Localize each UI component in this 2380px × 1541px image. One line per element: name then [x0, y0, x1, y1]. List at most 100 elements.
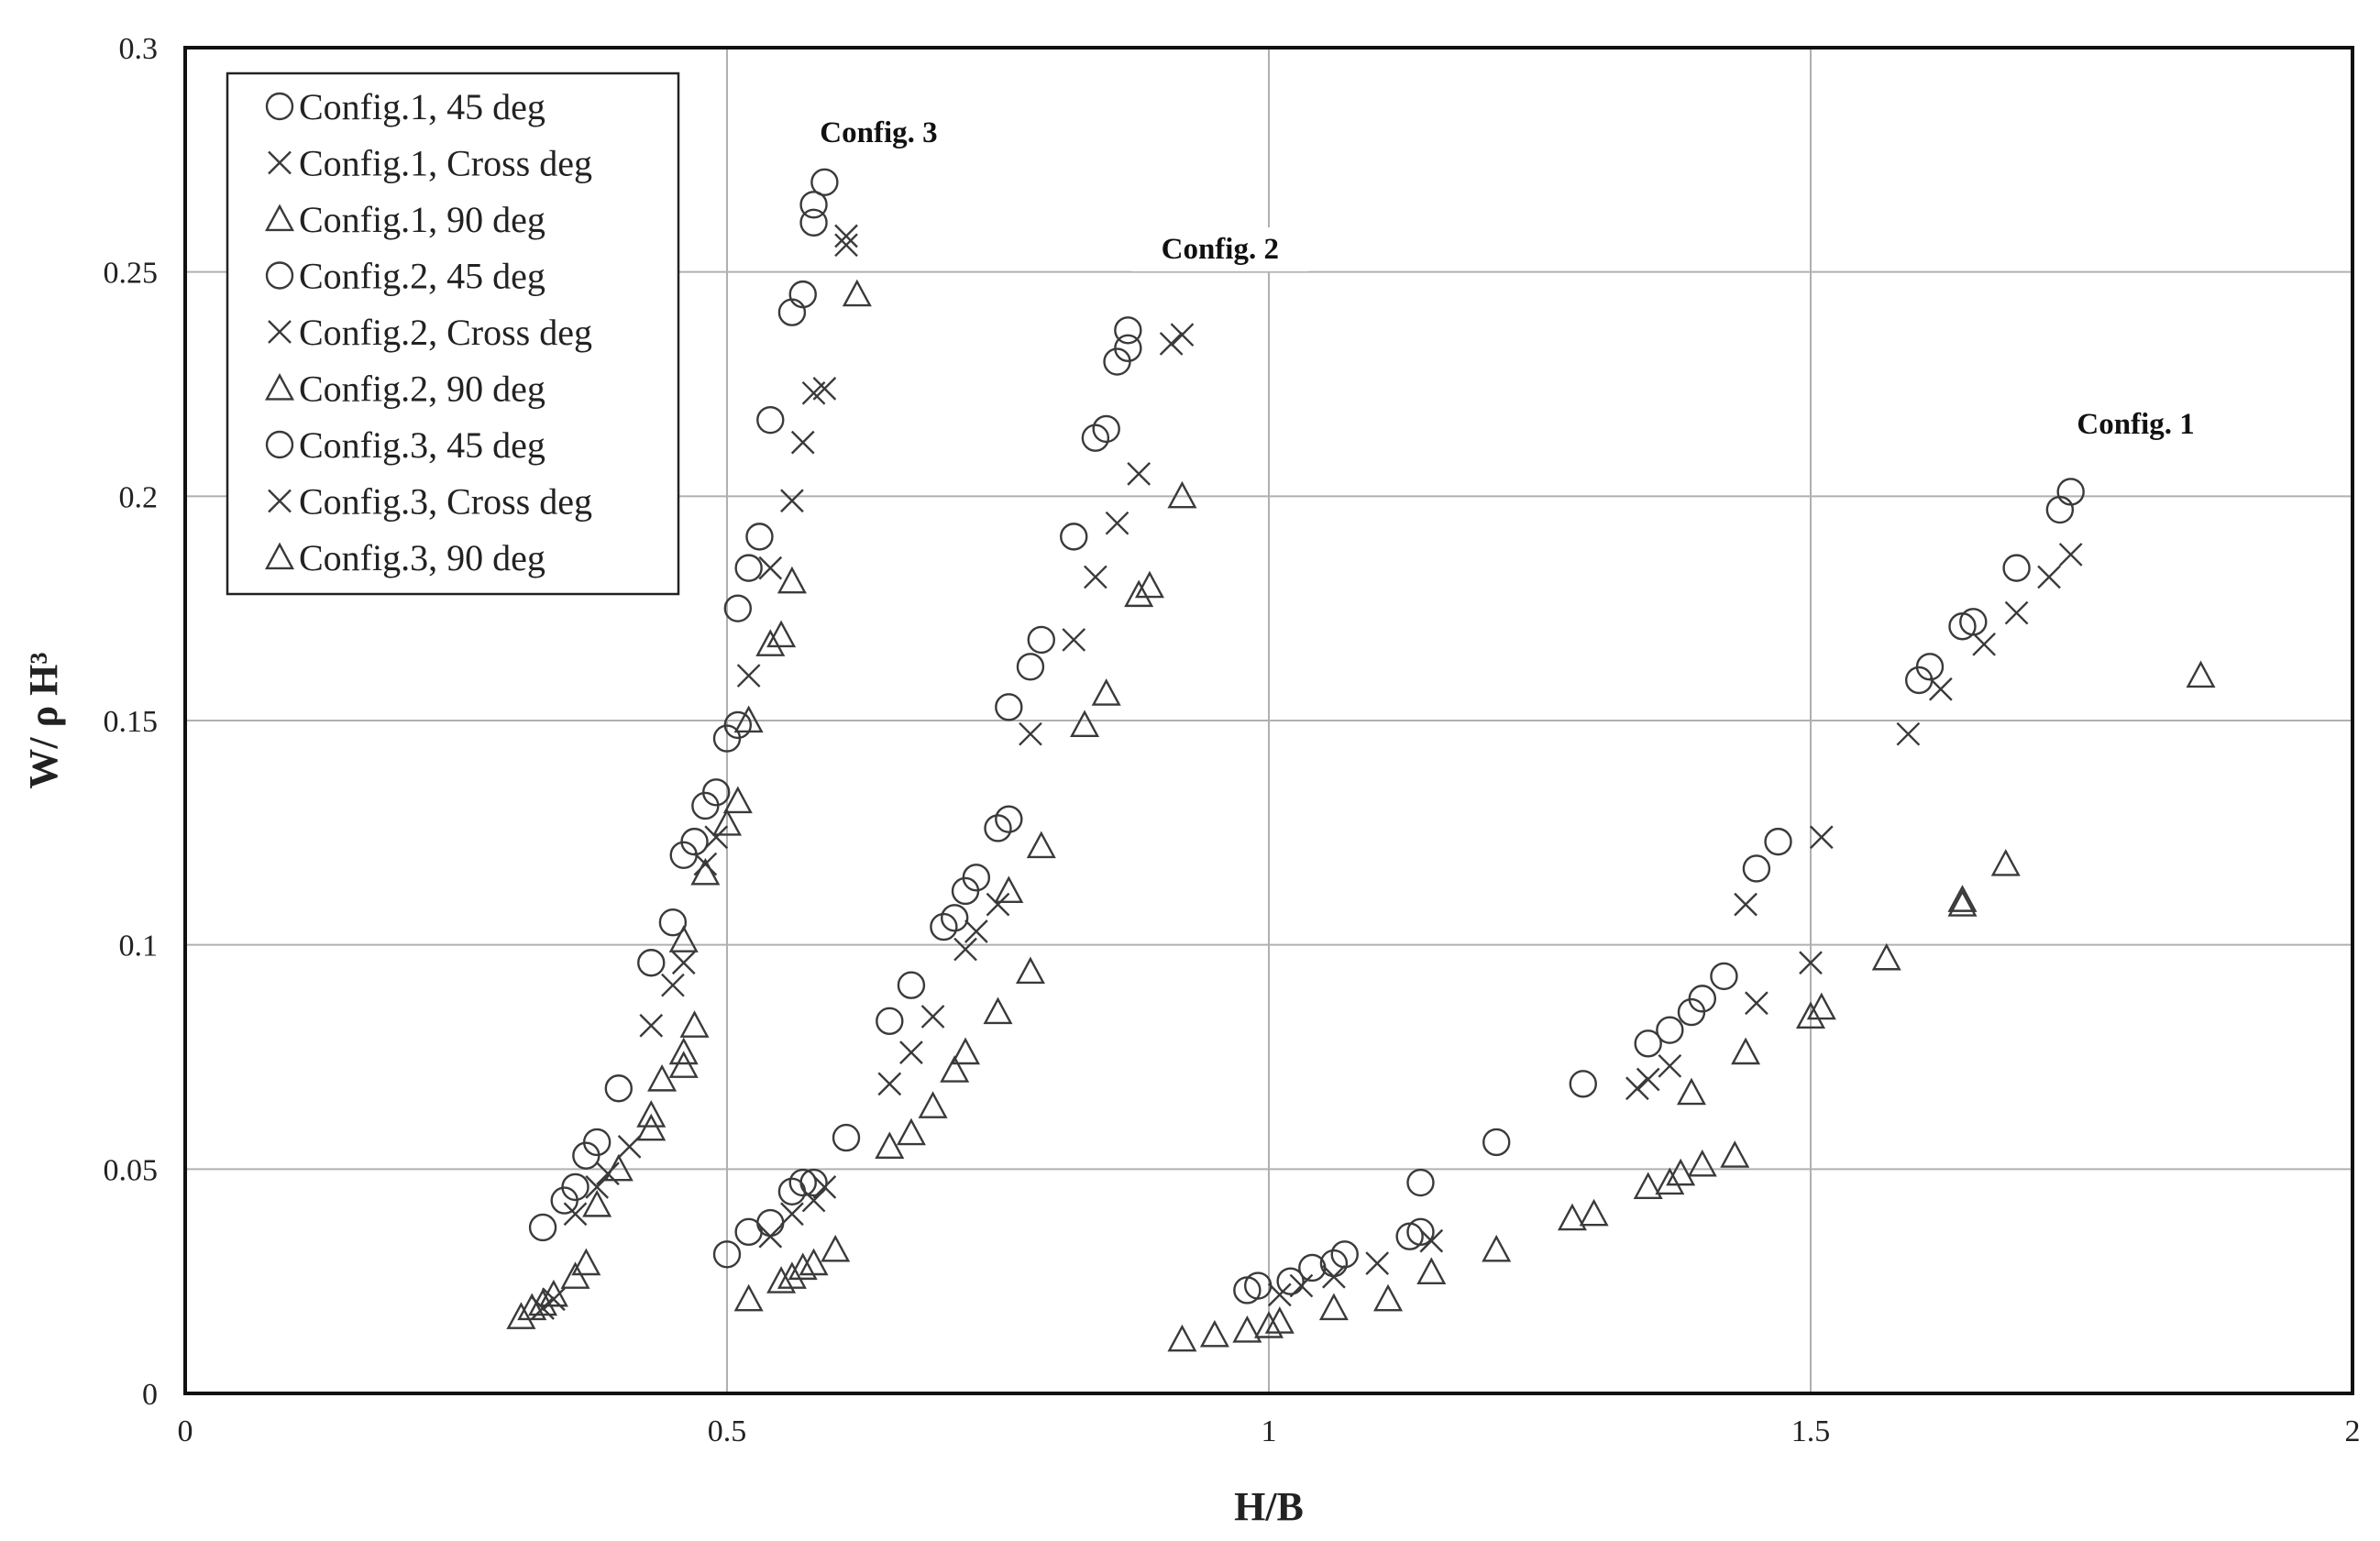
data-point-x	[661, 973, 685, 997]
data-markers	[506, 168, 2216, 1352]
legend-marker-triangle	[264, 542, 295, 570]
data-point-triangle	[668, 1051, 699, 1078]
legend: Config.1, 45 deg Config.1, Cross deg Confi…	[226, 72, 680, 596]
data-point-triangle	[1482, 1234, 1512, 1262]
data-point-triangle	[766, 620, 797, 648]
tick-labels: 0 0.5 1 1.5 2 0 0.05 0.1 0.15 0.2 0.25 0.3	[104, 32, 2361, 1448]
data-point-x	[780, 489, 804, 513]
data-point-triangle	[1806, 992, 1836, 1020]
data-point-circle	[637, 949, 666, 977]
y-tick-label: 0.15	[104, 705, 159, 739]
data-point-triangle	[560, 1261, 590, 1289]
data-point-x	[1809, 825, 1834, 850]
y-tick-label: 0	[142, 1378, 158, 1412]
data-point-circle	[1406, 1168, 1435, 1197]
data-point-circle	[604, 1074, 633, 1103]
data-point-circle	[799, 1168, 828, 1197]
data-point-circle	[2002, 554, 2031, 582]
data-point-circle	[658, 908, 688, 937]
data-point-triangle	[733, 1283, 764, 1312]
legend-entry: Config.3, 45 deg	[299, 424, 545, 466]
data-point-x	[986, 892, 1010, 917]
data-point-triangle	[690, 857, 721, 886]
data-point-triangle	[1655, 1167, 1685, 1195]
data-point-circle	[723, 594, 753, 622]
data-point-x	[780, 1202, 804, 1227]
legend-marker-x	[268, 150, 292, 175]
data-point-circle	[788, 1168, 817, 1197]
data-point-x	[1625, 1076, 1649, 1101]
data-point-triangle	[1579, 1198, 1609, 1227]
data-point-triangle	[940, 1055, 970, 1083]
data-point-x	[1105, 511, 1129, 535]
data-point-triangle	[799, 1248, 829, 1276]
data-point-circle	[1081, 424, 1110, 452]
data-point-circle	[1276, 1267, 1305, 1295]
data-point-circle	[984, 814, 1012, 842]
y-axis-label: W/ ρ H³	[21, 652, 66, 788]
data-point-circle	[1656, 1016, 1684, 1044]
data-point-circle	[941, 904, 969, 932]
data-point-triangle	[1026, 831, 1056, 859]
data-point-x	[704, 825, 729, 850]
data-point-circle	[930, 912, 958, 941]
legend-marker-x	[268, 489, 292, 513]
data-point-triangle	[1731, 1037, 1761, 1065]
data-point-triangle	[755, 629, 786, 656]
data-point-circle	[995, 693, 1023, 721]
x-axis-label: H/B	[1234, 1484, 1304, 1529]
data-point-triangle	[722, 786, 753, 814]
data-point-x	[563, 1202, 588, 1227]
legend-entry: Config.1, 90 deg	[299, 199, 545, 240]
data-point-x	[1658, 1053, 1682, 1078]
data-point-circle	[1569, 1070, 1597, 1098]
data-point-x	[1019, 721, 1042, 746]
data-point-x	[2058, 543, 2083, 567]
y-tick-label: 0.1	[119, 930, 159, 963]
data-point-triangle	[1318, 1293, 1349, 1321]
data-point-triangle	[506, 1302, 536, 1329]
data-point-triangle	[766, 1266, 797, 1293]
legend-marker-circle	[265, 92, 294, 121]
data-point-triangle	[994, 875, 1024, 904]
data-point-circle	[876, 1007, 904, 1036]
data-point-triangle	[1720, 1140, 1750, 1168]
y-tick-label: 0.05	[104, 1153, 159, 1187]
data-point-triangle	[1666, 1158, 1696, 1186]
data-point-x	[1419, 1228, 1444, 1253]
series-8	[531, 224, 858, 1320]
data-point-x	[585, 1175, 610, 1199]
data-point-x	[790, 430, 815, 455]
data-point-circle	[2056, 478, 2085, 506]
data-point-triangle	[983, 996, 1013, 1025]
data-point-x	[1734, 892, 1757, 917]
data-point-x	[1972, 632, 1996, 656]
data-point-x	[1170, 323, 1195, 347]
data-point-triangle	[668, 925, 699, 952]
data-point-triangle	[538, 1279, 568, 1307]
data-point-triangle	[679, 1010, 710, 1038]
annotation-label: Config. 1	[2077, 408, 2194, 441]
series-5	[758, 323, 1195, 1249]
data-point-circle	[712, 1240, 742, 1269]
data-point-triangle	[777, 566, 807, 594]
data-point-triangle	[1167, 1324, 1197, 1352]
data-point-triangle	[896, 1117, 926, 1146]
data-point-x	[1745, 991, 1768, 1016]
data-point-triangle	[1687, 1149, 1717, 1177]
data-point-x	[1062, 628, 1086, 652]
series-2	[1267, 543, 2083, 1307]
data-point-triangle	[603, 1153, 634, 1182]
data-point-x	[1159, 332, 1184, 356]
data-point-triangle	[1633, 1172, 1663, 1200]
legend-marker-triangle	[264, 372, 295, 401]
data-point-x	[834, 224, 858, 248]
annotation-label: Config. 2	[1162, 233, 1279, 266]
x-tick-label: 0.5	[708, 1414, 747, 1448]
x-tick-label: 1	[1262, 1414, 1277, 1448]
data-point-circle	[799, 191, 828, 219]
data-point-triangle	[636, 1100, 667, 1128]
data-point-circle	[734, 554, 763, 582]
data-point-x	[758, 556, 783, 580]
